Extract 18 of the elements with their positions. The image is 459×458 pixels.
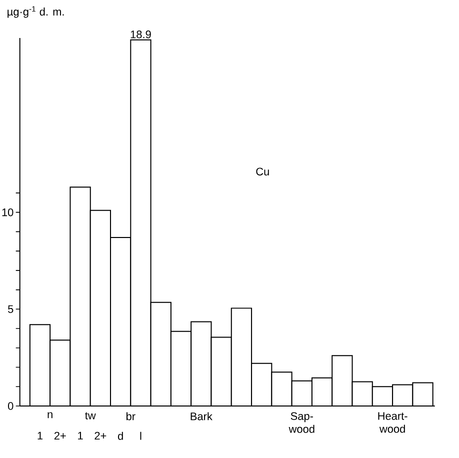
y-tick-label: 10 bbox=[2, 208, 14, 216]
x-tick-label: l bbox=[140, 432, 142, 440]
series-label: Heart- wood bbox=[378, 412, 408, 433]
series-label: tw bbox=[85, 412, 96, 420]
y-tick-label: 0 bbox=[8, 402, 14, 410]
y-tick-label: 5 bbox=[8, 305, 14, 313]
x-tick-label: d bbox=[118, 432, 123, 440]
x-tick-label: 2+ bbox=[94, 432, 106, 440]
y-axis-title: µg·g$^{-1}$ d. m. bbox=[8, 6, 64, 18]
x-tick-label: 1 bbox=[38, 432, 43, 440]
text: Cu bbox=[256, 168, 269, 176]
x-tick-label: 2+ bbox=[54, 432, 66, 440]
x-tick-label: 1 bbox=[78, 432, 83, 440]
series-label: Bark bbox=[190, 412, 212, 420]
series-label: Sap- wood bbox=[288, 412, 314, 433]
data-label: 18.9 bbox=[130, 30, 151, 38]
series-label: n bbox=[48, 412, 52, 418]
series-label: br bbox=[126, 412, 136, 420]
